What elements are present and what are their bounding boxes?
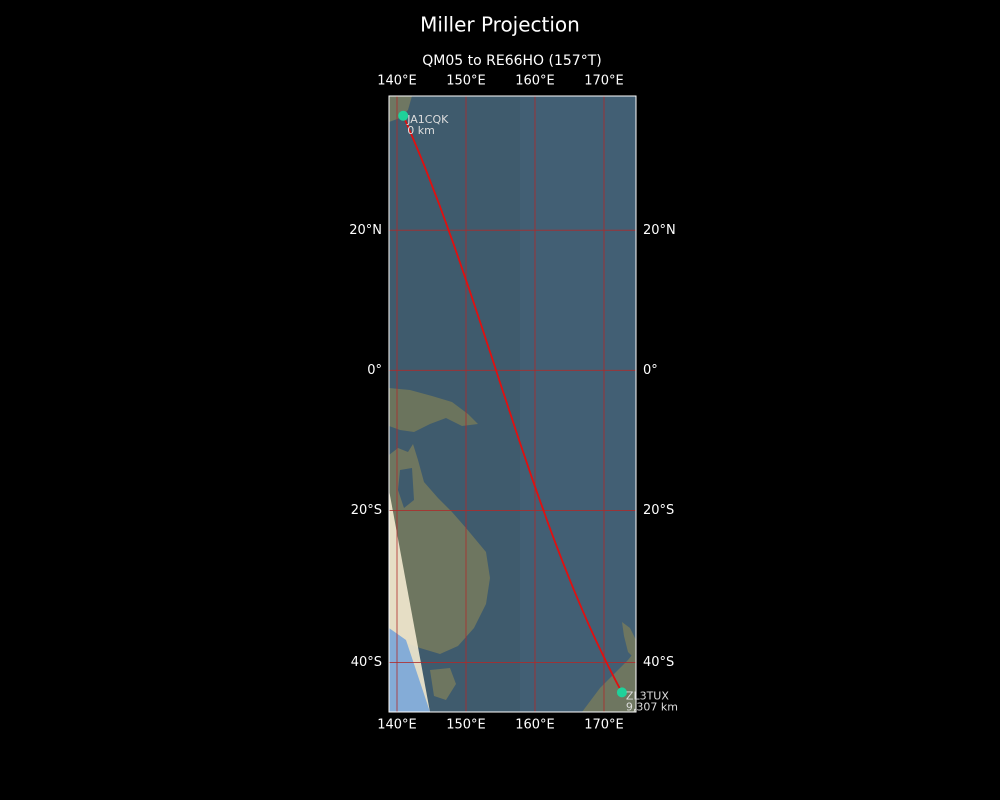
- station-marker: [616, 687, 627, 698]
- station-marker: [398, 110, 409, 121]
- lon-label-bottom: 170°E: [584, 718, 624, 733]
- lat-label-right: 40°S: [643, 655, 674, 670]
- lon-label-bottom: 140°E: [377, 718, 417, 733]
- station-distance: 9,307 km: [626, 700, 678, 713]
- land-japan: [389, 96, 412, 122]
- graticule: [389, 96, 636, 712]
- land-tasmania: [430, 668, 456, 700]
- lon-label-top: 170°E: [584, 74, 624, 89]
- station-name: JA1CQK: [406, 113, 449, 126]
- route: [402, 115, 623, 693]
- lat-label-left: 20°S: [351, 503, 382, 518]
- gulf: [398, 468, 414, 508]
- ocean-deep: [520, 96, 636, 712]
- route-line: [402, 115, 623, 693]
- lon-label-bottom: 160°E: [515, 718, 555, 733]
- lat-label-left: 20°N: [349, 223, 382, 238]
- day-ocean: [389, 628, 430, 712]
- lat-label-right: 0°: [643, 363, 658, 378]
- lon-label-bottom: 150°E: [446, 718, 486, 733]
- title: Miller Projection: [420, 13, 580, 37]
- map-frame: [388, 95, 637, 713]
- lon-label-top: 150°E: [446, 74, 486, 89]
- map-area: [389, 96, 636, 712]
- lat-label-left: 40°S: [351, 655, 382, 670]
- land-australia: [389, 444, 490, 654]
- land-new-guinea: [389, 388, 478, 432]
- lat-label-left: 0°: [367, 363, 382, 378]
- lon-label-top: 140°E: [377, 74, 417, 89]
- station-distance: 0 km: [407, 124, 435, 137]
- lat-label-right: 20°S: [643, 503, 674, 518]
- subtitle: QM05 to RE66HO (157°T): [422, 53, 601, 69]
- lon-label-top: 160°E: [515, 74, 555, 89]
- station-name: ZL3TUX: [626, 689, 669, 702]
- lat-label-right: 20°N: [643, 223, 676, 238]
- land-nz-north: [622, 622, 636, 660]
